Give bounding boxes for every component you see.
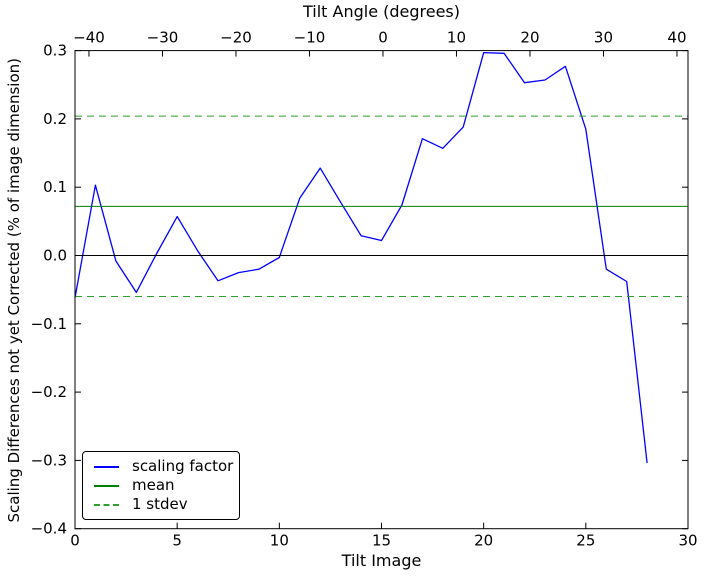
top-axis-title: Tilt Angle (degrees) — [302, 2, 461, 21]
top-x-tick-label: −40 — [73, 29, 105, 47]
legend-line-sample-scaling-factor — [94, 465, 119, 468]
x-tick-label: 30 — [678, 532, 697, 550]
top-x-tick-label: −20 — [220, 29, 252, 47]
top-x-tick-label: 20 — [520, 29, 539, 47]
legend-entry-scaling-factor: scaling factor — [83, 459, 239, 474]
legend: scaling factor mean 1 stdev — [82, 451, 240, 520]
legend-label-mean: mean — [132, 476, 175, 494]
y-axis-title-wrap: Scaling Differences not yet Corrected (%… — [0, 51, 28, 529]
legend-line-sample-mean — [94, 484, 119, 487]
y-tick-label: −0.4 — [31, 520, 67, 538]
x-axis-title: Tilt Image — [341, 551, 422, 570]
x-tick-label: 0 — [70, 532, 80, 550]
legend-line-sample-stdev — [94, 503, 119, 506]
legend-label-stdev: 1 stdev — [132, 495, 188, 513]
x-tick-label: 20 — [474, 532, 493, 550]
top-x-tick-label: −10 — [294, 29, 326, 47]
legend-entry-stdev: 1 stdev — [83, 497, 239, 512]
top-x-tick-label: −30 — [147, 29, 179, 47]
y-tick-label: 0.3 — [43, 42, 67, 60]
x-tick-label: 25 — [576, 532, 595, 550]
x-tick-label: 10 — [270, 532, 289, 550]
top-x-tick-label: 10 — [447, 29, 466, 47]
plot-series — [74, 51, 688, 464]
legend-entry-mean: mean — [83, 478, 239, 493]
y-tick-label: 0.2 — [43, 110, 67, 128]
y-tick-label: −0.1 — [31, 315, 67, 333]
top-x-tick-label: 0 — [378, 29, 388, 47]
top-x-tick-label: 40 — [667, 29, 686, 47]
y-tick-label: −0.2 — [31, 383, 67, 401]
y-tick-label: 0.0 — [43, 247, 67, 265]
y-tick-label: −0.3 — [31, 451, 67, 469]
top-x-tick-label: 30 — [594, 29, 613, 47]
y-axis-title: Scaling Differences not yet Corrected (%… — [5, 57, 23, 523]
axis-tick-labels: 0 5 10 15 20 25 30 −40 −30 −20 −10 0 10 20 30 40 0.3 0.2 0… — [31, 29, 698, 550]
legend-label-scaling-factor: scaling factor — [132, 457, 234, 475]
y-tick-label: 0.1 — [43, 178, 67, 196]
series-scaling-factor — [74, 51, 648, 464]
x-tick-label: 5 — [172, 532, 182, 550]
axis-ticks — [74, 50, 689, 530]
x-tick-label: 15 — [372, 532, 391, 550]
